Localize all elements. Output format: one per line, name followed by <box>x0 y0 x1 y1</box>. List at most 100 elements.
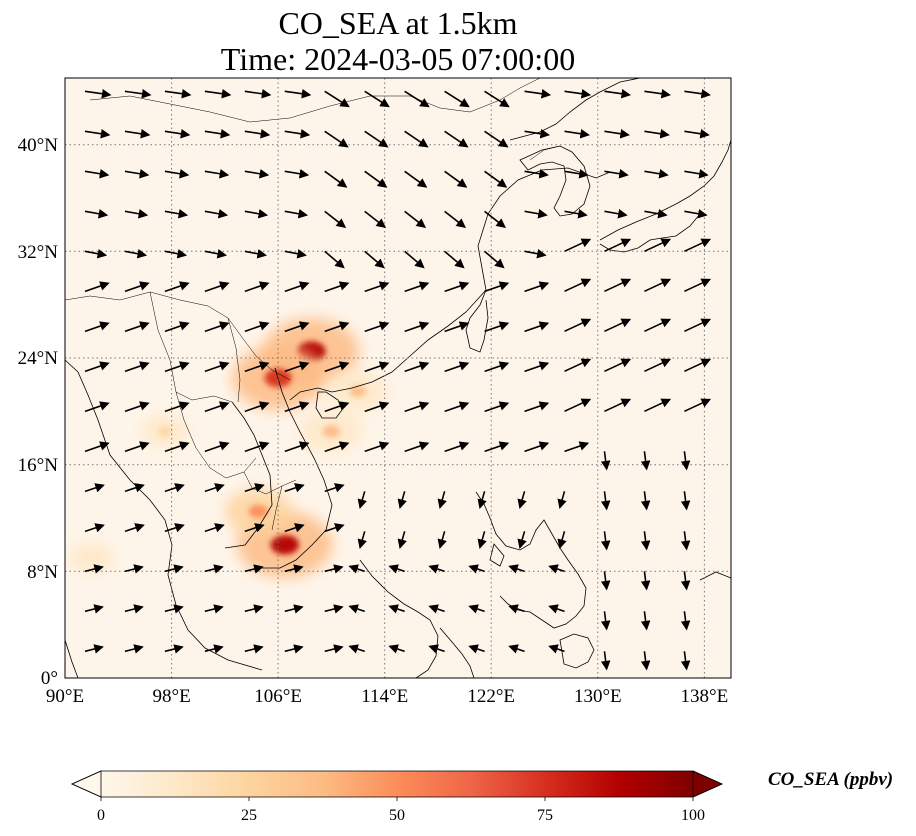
wind-arrow <box>84 644 104 654</box>
wind-arrow <box>564 209 588 219</box>
x-tick-label: 122°E <box>467 686 515 707</box>
wind-arrow <box>244 321 270 333</box>
wind-arrow <box>364 361 390 373</box>
wind-arrow <box>204 441 230 453</box>
wind-arrow <box>204 168 230 179</box>
wind-arrow <box>404 401 430 413</box>
wind-arrow <box>484 321 510 333</box>
wind-arrow <box>84 441 110 453</box>
wind-arrow <box>600 571 611 591</box>
wind-arrow <box>357 531 367 549</box>
wind-arrow <box>204 564 224 574</box>
wind-arrow <box>124 209 149 219</box>
colorbar-ticks <box>100 797 694 801</box>
wind-arrow <box>284 128 311 139</box>
x-axis: 90°E 98°E 106°E 114°E 122°E 130°E 138°E <box>46 686 728 707</box>
wind-arrow <box>324 170 348 188</box>
wind-arrow <box>284 644 304 654</box>
wind-arrow <box>640 611 651 631</box>
wind-arrow <box>84 483 105 493</box>
wind-arrow <box>164 604 184 614</box>
wind-arrow <box>164 361 190 373</box>
wind-arrow <box>164 523 185 533</box>
wind-arrow <box>644 168 669 179</box>
wind-arrow <box>284 523 305 533</box>
concentration-hotspot-core <box>248 504 268 518</box>
wind-arrow <box>204 361 230 373</box>
wind-arrow <box>404 441 430 453</box>
wind-arrow <box>284 321 310 333</box>
wind-arrow <box>484 441 510 453</box>
wind-arrow <box>324 523 345 533</box>
wind-arrow <box>444 281 470 293</box>
wind-arrow <box>124 128 151 139</box>
wind-arrow <box>604 168 629 179</box>
wind-arrow <box>444 321 470 333</box>
wind-arrow <box>364 170 388 188</box>
wind-arrow <box>284 88 312 99</box>
wind-arrow <box>640 491 651 511</box>
wind-arrow <box>684 209 708 219</box>
wind-arrow <box>284 361 310 373</box>
wind-arrow <box>204 281 230 293</box>
wind-arrow <box>404 90 430 108</box>
colorbar-label: CO_SEA (ppbv) <box>768 769 894 790</box>
wind-arrow <box>484 130 509 148</box>
wind-arrow <box>684 88 711 99</box>
wind-arrow <box>484 250 505 269</box>
wind-arrow <box>437 531 447 549</box>
wind-arrow <box>684 238 712 253</box>
wind-arrow <box>324 90 350 108</box>
wind-arrow <box>204 523 225 533</box>
wind-arrow <box>604 238 632 253</box>
wind-arrow <box>428 644 445 654</box>
wind-arrow <box>524 321 550 333</box>
wind-arrow <box>517 491 527 509</box>
colorbar-tick-label: 50 <box>389 807 405 824</box>
wind-arrow <box>524 401 550 413</box>
wind-arrow <box>468 564 485 574</box>
wind-arrow <box>164 564 184 574</box>
wind-arrow <box>244 168 270 179</box>
wind-arrow <box>244 483 265 493</box>
wind-arrow <box>680 571 691 591</box>
wind-arrow <box>364 130 389 148</box>
y-tick-label: 16°N <box>18 455 59 476</box>
wind-arrow <box>348 564 365 574</box>
wind-arrow <box>684 278 712 293</box>
wind-arrow <box>364 401 390 413</box>
wind-arrow <box>364 250 385 269</box>
wind-arrow <box>124 168 150 179</box>
wind-arrow <box>604 88 632 99</box>
wind-arrow <box>324 250 345 269</box>
wind-arrow <box>524 281 550 293</box>
x-tick-label: 106°E <box>254 686 302 707</box>
wind-arrow <box>84 361 110 373</box>
wind-arrow <box>604 278 632 293</box>
wind-arrow <box>484 401 510 413</box>
y-tick-label: 8°N <box>27 562 58 583</box>
wind-arrow <box>444 441 470 453</box>
concentration-hotspot-core <box>349 385 367 398</box>
wind-arrow <box>684 318 712 333</box>
wind-arrow <box>124 441 150 453</box>
wind-arrow <box>604 318 632 333</box>
wind-arrow <box>684 168 709 179</box>
wind-arrow <box>124 361 150 373</box>
wind-arrow <box>484 90 510 108</box>
wind-arrow <box>428 564 445 574</box>
concentration-hotspot-core <box>322 425 341 438</box>
wind-arrow <box>164 128 191 139</box>
wind-arrow <box>84 281 110 293</box>
wind-arrow <box>644 318 672 333</box>
colorbar-tick-label: 0 <box>97 807 105 824</box>
wind-arrow <box>204 604 224 614</box>
wind-arrow <box>244 249 267 259</box>
wind-arrow <box>484 281 510 293</box>
wind-arrow <box>524 209 548 219</box>
wind-arrow <box>484 170 508 188</box>
wind-arrow <box>124 564 144 574</box>
country-borders <box>65 78 561 531</box>
wind-arrow <box>204 249 228 259</box>
x-tick-label: 138°E <box>681 686 729 707</box>
